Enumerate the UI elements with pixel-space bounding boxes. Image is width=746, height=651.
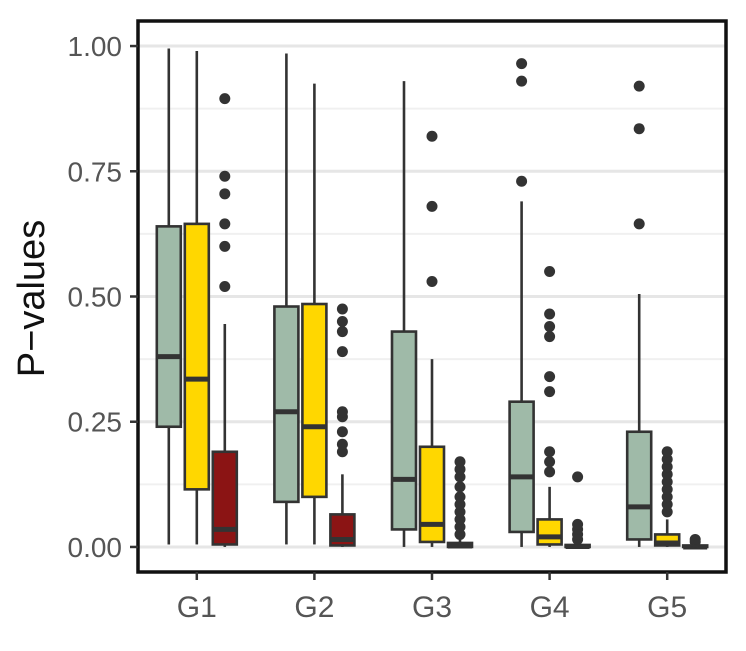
outlier-point	[336, 303, 348, 315]
box-g5-series-3	[681, 533, 709, 550]
outlier-point	[454, 456, 466, 468]
outlier-point	[661, 498, 673, 510]
outlier-point	[336, 316, 348, 328]
outlier-point	[454, 471, 466, 483]
box-g3-series-1	[390, 81, 418, 547]
outlier-point	[454, 481, 466, 493]
iqr-box	[653, 533, 681, 547]
outlier-point	[336, 426, 348, 438]
outlier-point	[426, 130, 438, 142]
outlier-point	[661, 453, 673, 465]
outlier-point	[544, 446, 556, 458]
x-tick-label-g5: G5	[647, 591, 687, 624]
outlier-point	[336, 326, 348, 338]
outlier-point	[661, 483, 673, 495]
box-g3-series-2	[418, 130, 446, 547]
outlier-point	[661, 446, 673, 458]
outlier-point	[544, 331, 556, 343]
outlier-point	[544, 466, 556, 478]
x-tick-label-g4: G4	[530, 591, 570, 624]
iqr-box	[418, 445, 446, 544]
boxes	[155, 48, 709, 550]
outlier-point	[336, 438, 348, 450]
outlier-point	[426, 275, 438, 287]
outlier-point	[454, 491, 466, 503]
outlier-point	[633, 123, 645, 135]
outlier-point	[454, 498, 466, 510]
outlier-point	[454, 506, 466, 518]
outlier-point	[633, 80, 645, 92]
iqr-box	[508, 400, 535, 534]
y-tick-label: 1.00	[68, 31, 123, 62]
outlier-point	[454, 513, 466, 525]
outlier-point	[544, 456, 556, 468]
outlier-point	[572, 518, 584, 530]
iqr-box	[155, 225, 183, 429]
outlier-point	[219, 280, 231, 292]
y-tick-label: 0.75	[68, 156, 123, 187]
outlier-point	[544, 265, 556, 277]
box-g3-series-3	[446, 456, 474, 549]
outlier-point	[219, 170, 231, 182]
outlier-point	[633, 218, 645, 230]
outlier-point	[544, 371, 556, 383]
outlier-point	[336, 406, 348, 418]
x-tick-label-g2: G2	[294, 591, 334, 624]
box-g4-series-3	[564, 471, 591, 549]
box-g2-series-2	[301, 83, 328, 545]
outlier-point	[454, 521, 466, 533]
x-tick-label-g1: G1	[177, 591, 217, 624]
box-g2-series-3	[329, 303, 356, 547]
y-tick-label: 0.50	[68, 282, 123, 313]
outlier-point	[219, 188, 231, 200]
y-axis-ticks: 0.00 0.25 0.50 0.75 1.00	[68, 31, 138, 563]
box-g1-series-1	[155, 48, 183, 545]
y-tick-label: 0.25	[68, 407, 123, 438]
outlier-point	[516, 58, 528, 70]
iqr-box	[625, 430, 653, 541]
iqr-box	[301, 302, 328, 499]
outlier-point	[426, 200, 438, 212]
box-g4-series-2	[536, 265, 563, 547]
box-g5-series-1	[625, 80, 653, 547]
box-g1-series-2	[183, 51, 211, 545]
x-tick-label-g3: G3	[412, 591, 452, 624]
outlier-point	[689, 533, 701, 545]
box-g1-series-3	[211, 93, 239, 547]
outlier-point	[219, 93, 231, 105]
outlier-point	[661, 491, 673, 503]
outlier-point	[661, 461, 673, 473]
outlier-point	[572, 471, 584, 483]
y-tick-label: 0.00	[68, 532, 123, 563]
box-g5-series-2	[653, 446, 681, 547]
outlier-point	[544, 386, 556, 398]
iqr-box	[536, 518, 563, 546]
outlier-point	[661, 506, 673, 518]
iqr-box	[390, 330, 418, 531]
outlier-point	[661, 476, 673, 488]
box-g4-series-1	[508, 58, 535, 547]
outlier-point	[516, 75, 528, 87]
outlier-point	[544, 321, 556, 333]
outlier-point	[336, 446, 348, 458]
outlier-point	[454, 528, 466, 540]
x-axis-ticks: G1 G2 G3 G4 G5	[177, 572, 687, 624]
box-g2-series-1	[273, 53, 300, 545]
outlier-point	[219, 240, 231, 252]
outlier-point	[219, 218, 231, 230]
outlier-point	[516, 175, 528, 187]
iqr-box	[273, 305, 300, 504]
outlier-point	[544, 308, 556, 320]
outlier-point	[454, 463, 466, 475]
outlier-point	[336, 346, 348, 358]
outlier-point	[661, 468, 673, 480]
y-axis-label: P−values	[11, 220, 53, 377]
iqr-box	[183, 222, 211, 491]
